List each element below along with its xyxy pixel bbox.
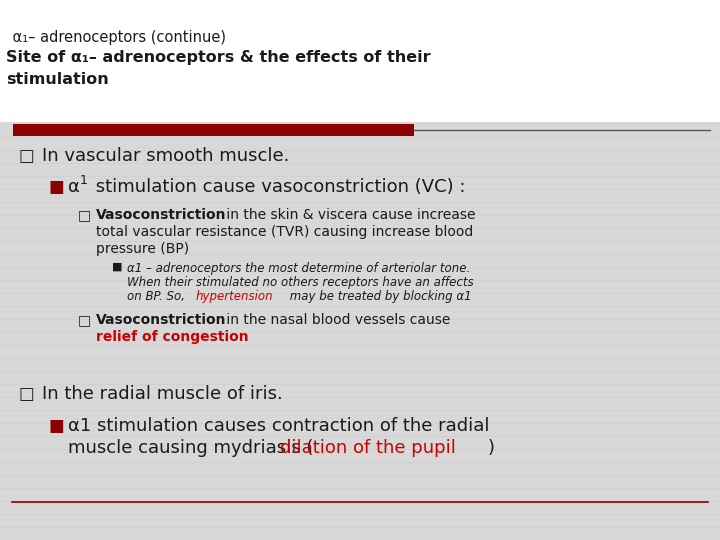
Text: In vascular smooth muscle.: In vascular smooth muscle.	[42, 147, 289, 165]
Text: ■: ■	[48, 417, 64, 435]
Text: Vasoconstriction: Vasoconstriction	[96, 313, 227, 327]
Text: □: □	[18, 385, 34, 403]
Text: muscle causing mydriasis (: muscle causing mydriasis (	[68, 439, 313, 457]
Text: stimulation: stimulation	[6, 72, 109, 87]
Text: α: α	[68, 178, 80, 196]
Text: 1: 1	[80, 174, 88, 187]
Text: ■: ■	[48, 178, 64, 196]
Text: Vasoconstriction: Vasoconstriction	[96, 208, 227, 222]
Text: ): )	[488, 439, 495, 457]
Text: α1 – adrenoceptors the most determine of arteriolar tone.: α1 – adrenoceptors the most determine of…	[127, 262, 470, 275]
Text: stimulation cause vasoconstriction (VC) :: stimulation cause vasoconstriction (VC) …	[90, 178, 466, 196]
Text: total vascular resistance (TVR) causing increase blood: total vascular resistance (TVR) causing …	[96, 225, 473, 239]
Text: relief of congestion: relief of congestion	[96, 330, 248, 344]
Text: □: □	[18, 147, 34, 165]
Text: in the nasal blood vessels cause: in the nasal blood vessels cause	[222, 313, 451, 327]
Text: α1 stimulation causes contraction of the radial: α1 stimulation causes contraction of the…	[68, 417, 490, 435]
Text: When their stimulated no others receptors have an affects: When their stimulated no others receptor…	[127, 276, 474, 289]
Text: hypertension: hypertension	[196, 290, 274, 303]
Text: pressure (BP): pressure (BP)	[96, 242, 189, 256]
FancyBboxPatch shape	[0, 0, 720, 122]
Text: □: □	[78, 208, 91, 222]
FancyBboxPatch shape	[13, 124, 414, 136]
Text: ■: ■	[112, 262, 122, 272]
Text: on BP. So,: on BP. So,	[127, 290, 189, 303]
Text: may be treated by blocking α1: may be treated by blocking α1	[286, 290, 472, 303]
Text: dilation of the pupil: dilation of the pupil	[280, 439, 456, 457]
Text: □: □	[78, 313, 91, 327]
Text: α₁– adrenoceptors (continue): α₁– adrenoceptors (continue)	[8, 30, 226, 45]
Text: in the skin & viscera cause increase: in the skin & viscera cause increase	[222, 208, 475, 222]
Text: In the radial muscle of iris.: In the radial muscle of iris.	[42, 385, 283, 403]
Text: Site of α₁– adrenoceptors & the effects of their: Site of α₁– adrenoceptors & the effects …	[6, 50, 431, 65]
